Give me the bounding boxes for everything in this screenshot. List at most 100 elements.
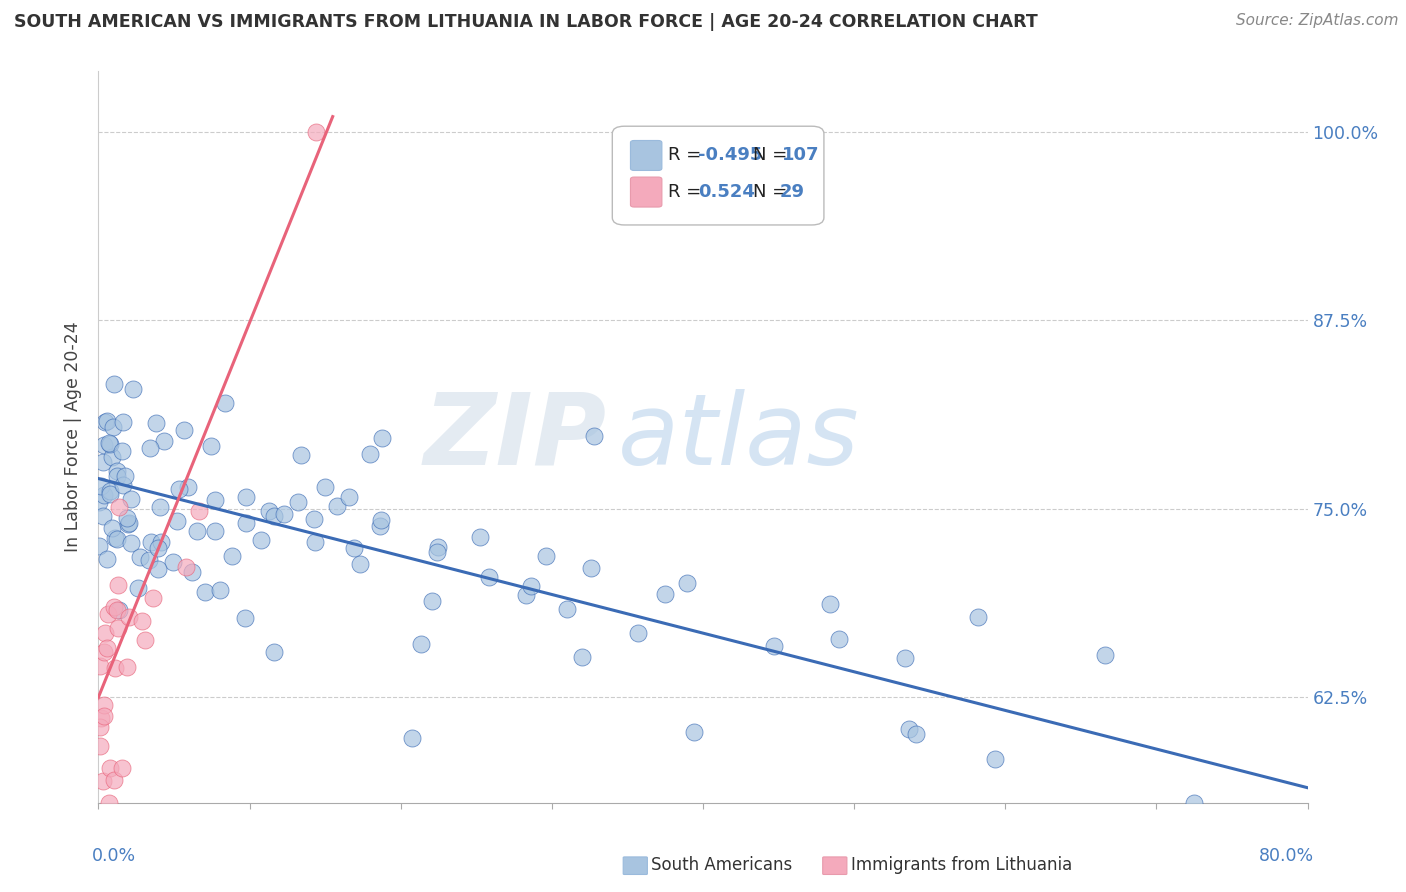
- Point: [371, 431, 394, 445]
- Point: [114, 469, 136, 483]
- Point: [571, 650, 593, 665]
- Point: [98, 483, 121, 498]
- Point: [370, 513, 392, 527]
- Point: [898, 722, 921, 736]
- FancyBboxPatch shape: [630, 140, 662, 170]
- Point: [904, 727, 927, 741]
- Point: [169, 482, 191, 496]
- Point: [174, 560, 197, 574]
- Point: [107, 621, 129, 635]
- Point: [141, 535, 163, 549]
- Point: [93, 645, 115, 659]
- Point: [326, 500, 349, 514]
- Point: [162, 555, 184, 569]
- Point: [221, 549, 243, 563]
- Point: [173, 424, 195, 438]
- Text: N =: N =: [752, 183, 799, 201]
- Point: [263, 645, 285, 659]
- Text: 29: 29: [779, 183, 804, 201]
- Point: [104, 661, 127, 675]
- Point: [89, 720, 111, 734]
- Point: [409, 637, 432, 651]
- Point: [263, 508, 285, 523]
- Point: [94, 625, 117, 640]
- Point: [93, 438, 115, 452]
- Point: [105, 464, 128, 478]
- Point: [149, 500, 172, 515]
- Point: [520, 579, 543, 593]
- Point: [111, 444, 134, 458]
- Point: [273, 507, 295, 521]
- Point: [98, 487, 121, 501]
- Point: [304, 512, 326, 526]
- Point: [134, 633, 156, 648]
- Point: [181, 566, 204, 580]
- Point: [118, 516, 141, 530]
- Point: [107, 500, 129, 514]
- Text: 107: 107: [782, 146, 820, 164]
- Point: [89, 739, 111, 753]
- Point: [193, 584, 215, 599]
- Point: [200, 439, 222, 453]
- Point: [105, 602, 128, 616]
- FancyBboxPatch shape: [613, 126, 824, 225]
- Point: [97, 436, 120, 450]
- Point: [894, 650, 917, 665]
- Point: [627, 625, 650, 640]
- Point: [204, 524, 226, 538]
- Point: [89, 494, 111, 508]
- Point: [142, 591, 165, 606]
- Point: [96, 414, 118, 428]
- Point: [94, 415, 117, 429]
- Point: [103, 377, 125, 392]
- Point: [146, 541, 169, 555]
- Point: [90, 478, 112, 492]
- Point: [120, 535, 142, 549]
- Point: [101, 420, 124, 434]
- Point: [104, 531, 127, 545]
- Point: [107, 603, 129, 617]
- Point: [287, 495, 309, 509]
- Point: [150, 535, 173, 549]
- Point: [187, 504, 209, 518]
- Text: atlas: atlas: [619, 389, 860, 485]
- Point: [235, 516, 257, 530]
- Point: [478, 570, 501, 584]
- Point: [145, 416, 167, 430]
- Point: [89, 659, 111, 673]
- Point: [111, 478, 134, 492]
- Point: [204, 493, 226, 508]
- Point: [337, 490, 360, 504]
- Point: [426, 545, 449, 559]
- Text: SOUTH AMERICAN VS IMMIGRANTS FROM LITHUANIA IN LABOR FORCE | AGE 20-24 CORRELATI: SOUTH AMERICAN VS IMMIGRANTS FROM LITHUA…: [14, 13, 1038, 31]
- Point: [111, 416, 134, 430]
- Point: [97, 607, 120, 621]
- Point: [117, 516, 139, 531]
- Point: [127, 581, 149, 595]
- Point: [984, 752, 1007, 766]
- Point: [683, 725, 706, 739]
- Point: [427, 541, 450, 555]
- Point: [304, 534, 326, 549]
- Point: [820, 598, 842, 612]
- Point: [555, 602, 578, 616]
- Point: [290, 449, 312, 463]
- Point: [91, 509, 114, 524]
- Text: Source: ZipAtlas.com: Source: ZipAtlas.com: [1236, 13, 1399, 29]
- Point: [515, 588, 537, 602]
- Text: -0.495: -0.495: [699, 146, 762, 164]
- Point: [468, 530, 491, 544]
- Point: [107, 578, 129, 592]
- FancyBboxPatch shape: [630, 177, 662, 207]
- FancyBboxPatch shape: [823, 857, 846, 874]
- Point: [98, 796, 121, 810]
- Point: [186, 524, 208, 539]
- Text: ZIP: ZIP: [423, 389, 606, 485]
- Point: [654, 587, 676, 601]
- Text: Immigrants from Lithuania: Immigrants from Lithuania: [851, 856, 1071, 874]
- Text: 0.524: 0.524: [699, 183, 755, 201]
- Point: [138, 553, 160, 567]
- Point: [368, 519, 391, 533]
- Text: N =: N =: [752, 146, 793, 164]
- Text: R =: R =: [668, 183, 713, 201]
